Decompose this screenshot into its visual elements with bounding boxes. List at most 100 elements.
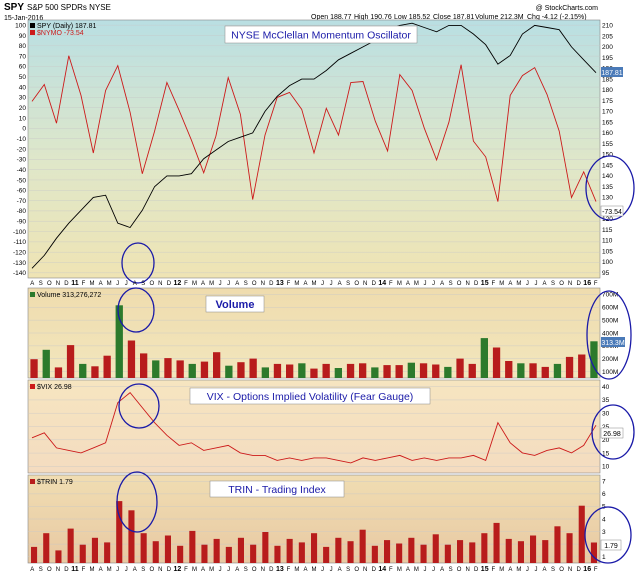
top-axis-label: J: [219, 281, 222, 287]
top-axis-label: 11: [71, 280, 79, 287]
volume-bar: [140, 353, 148, 378]
bottom-axis-label: A: [201, 567, 205, 573]
price-right-ticks-label: 95: [602, 270, 610, 277]
price-right-ticks-label: 180: [602, 87, 613, 94]
top-axis-label: 16: [583, 280, 591, 287]
price-right-ticks-label: 105: [602, 248, 613, 255]
spy-legend: SPY (Daily) 187.81: [37, 23, 97, 30]
trin-bar: [152, 541, 159, 563]
vol-ticks-label: 400M: [602, 330, 618, 337]
top-axis-label: M: [397, 281, 402, 287]
vix-value-label: 26.98: [600, 427, 624, 439]
volume-bar: [249, 358, 257, 378]
bottom-axis-label: A: [338, 567, 342, 573]
price-left-axis: 1009080706050403020100-10-20-30-40-50-60…: [13, 22, 26, 277]
volume-bar: [541, 366, 549, 378]
top-axis-label: 15: [481, 280, 489, 287]
volume-bar: [565, 356, 574, 378]
volume-bar: [298, 363, 306, 378]
top-axis-label: M: [294, 281, 299, 287]
annotation-circle-aug-2011: [121, 242, 155, 284]
bottom-axis-label: A: [99, 567, 103, 573]
header: SPY S&P 500 SPDRs NYSE 15-Jan-2016 @ Sto…: [4, 2, 598, 22]
volume-bar: [517, 363, 525, 378]
bottom-axis-label: N: [466, 567, 470, 573]
quote-close: Close 187.81: [433, 14, 474, 21]
volume-bar: [590, 341, 598, 378]
spy-value-box: [601, 67, 623, 77]
volume-bar: [127, 340, 136, 378]
quote-high: High 190.76: [354, 14, 392, 21]
vix-ticks-label: 10: [602, 464, 610, 471]
trin-bar: [323, 546, 330, 563]
bottom-axis-label: O: [559, 567, 564, 573]
bottom-axis-label: S: [551, 567, 555, 573]
trin-bar: [384, 540, 391, 563]
top-axis-label: J: [321, 281, 324, 287]
top-axis-label: O: [354, 281, 359, 287]
top-axis-label: D: [474, 281, 479, 287]
trin-bar: [286, 538, 293, 563]
volume-bar: [492, 347, 501, 378]
trin-value-label: 1.79: [600, 539, 622, 551]
price-left-ticks-label: -100: [13, 229, 26, 236]
volume-bar: [152, 360, 160, 378]
trin-bar: [469, 542, 476, 563]
quote-bar: Open 188.77 High 190.76 Low 185.52 Close 18…: [311, 14, 587, 21]
top-axis-label: S: [244, 281, 248, 287]
price-right-ticks-label: 130: [602, 195, 613, 202]
quote-open: Open 188.77: [311, 14, 352, 21]
volume-bar: [432, 364, 440, 378]
bottom-axis-label: N: [56, 567, 60, 573]
bottom-axis-label: S: [449, 567, 453, 573]
volume-value-label: 313.3M: [601, 337, 625, 347]
bottom-axis-label: S: [141, 567, 145, 573]
trin-bar: [371, 545, 378, 563]
vol-ticks-label: 200M: [602, 356, 618, 363]
price-grid: [28, 24, 600, 274]
price-right-ticks-label: 210: [602, 23, 613, 30]
top-time-axis: A S O N D 11 F M A M J J A S O N D 12 F M A M J J A S O N D 13 F M A M J J A…: [30, 280, 598, 287]
trin-bar: [408, 537, 415, 563]
top-axis-label: A: [201, 281, 205, 287]
top-axis-label: F: [491, 281, 495, 287]
price-right-ticks-label: 150: [602, 152, 613, 159]
price-right-ticks-label: 165: [602, 119, 613, 126]
annotation-circle-jan-2016: [585, 155, 635, 221]
annotation-circle-trin-2016: [584, 506, 632, 564]
top-axis-label: J: [330, 281, 333, 287]
volume-bar: [42, 349, 50, 378]
quote-volume: Volume 212.3M: [475, 14, 524, 21]
bottom-axis-label: M: [90, 567, 95, 573]
top-axis-label: D: [269, 281, 274, 287]
vix-ticks-label: 15: [602, 450, 610, 457]
vix-ticks-label: 35: [602, 397, 610, 404]
top-axis-label: O: [457, 281, 462, 287]
top-axis-label: J: [535, 281, 538, 287]
top-axis-label: J: [424, 281, 427, 287]
volume-bar: [444, 366, 452, 378]
bottom-axis-label: J: [432, 567, 435, 573]
price-right-ticks-label: 140: [602, 173, 613, 180]
trin-value-text: 1.79: [604, 543, 618, 550]
bottom-axis-label: A: [30, 567, 34, 573]
top-axis-label: M: [90, 281, 95, 287]
price-right-ticks-label: 185: [602, 76, 613, 83]
top-axis-label: M: [209, 281, 214, 287]
volume-bar: [529, 363, 537, 378]
trin-ticks-label: 4: [602, 516, 606, 523]
price-legend: SPY (Daily) 187.81 $NYMO -73.54: [30, 23, 97, 37]
bottom-axis-label: A: [133, 567, 137, 573]
price-left-ticks-label: -80: [17, 208, 27, 215]
trin-bar: [104, 542, 111, 563]
price-left-ticks-label: -110: [13, 239, 26, 246]
top-axis-label: O: [47, 281, 52, 287]
price-left-ticks-label: -60: [17, 188, 27, 195]
price-right-ticks-label: 115: [602, 227, 613, 234]
price-left-ticks-label: -30: [17, 157, 27, 164]
quote-low: Low 185.52: [394, 14, 430, 21]
bottom-axis-label: M: [397, 567, 402, 573]
volume-title-box: [205, 295, 265, 313]
annotation-circle-vix-2016: [591, 404, 635, 460]
bottom-axis-label: O: [354, 567, 359, 573]
